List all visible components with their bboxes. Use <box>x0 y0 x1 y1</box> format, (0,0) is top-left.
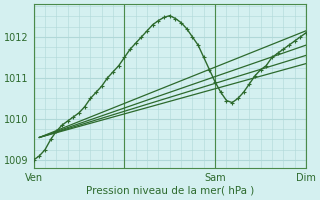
X-axis label: Pression niveau de la mer( hPa ): Pression niveau de la mer( hPa ) <box>86 186 254 196</box>
